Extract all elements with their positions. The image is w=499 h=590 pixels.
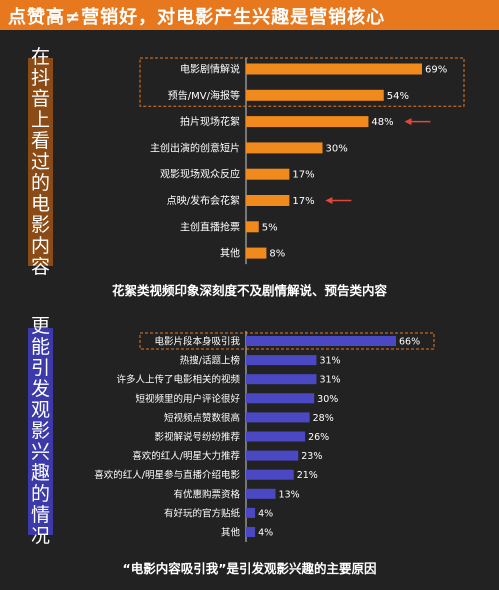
- category-label: 点映/发布会花絮: [167, 194, 240, 207]
- category-label: 喜欢的红人/明星参与直播介绍电影: [94, 469, 240, 481]
- value-label: 4%: [258, 528, 273, 539]
- section1-side-label: 在抖音上看过的电影内容: [28, 46, 53, 277]
- value-label: 28%: [313, 413, 334, 424]
- value-label: 54%: [387, 91, 409, 102]
- side-label-char: 电: [30, 192, 50, 215]
- value-label: 30%: [326, 143, 348, 154]
- value-label: 17%: [292, 170, 314, 181]
- category-label: 有好玩的官方贴纸: [164, 507, 241, 519]
- bar: [246, 507, 256, 518]
- category-label: 热搜/话题上榜: [180, 355, 240, 367]
- side-label-char: 引: [30, 357, 50, 379]
- category-label: 短视频里的用户评论很好: [135, 393, 240, 405]
- category-label: 喜欢的红人/明星大力推荐: [132, 450, 240, 462]
- category-label: 主创出演的创意短片: [150, 141, 240, 154]
- value-label: 66%: [399, 337, 420, 348]
- side-label-char: 抖: [30, 66, 50, 89]
- category-label: 其他: [221, 527, 241, 539]
- side-label-char: 情: [30, 504, 50, 526]
- side-label-char: 内: [30, 234, 50, 257]
- bar: [246, 195, 290, 206]
- category-label: 观影现场观众反应: [160, 168, 240, 181]
- category-label: 主创直播抢票: [180, 220, 240, 233]
- section2-caption: “电影内容吸引我”是引发观影兴趣的主要原因: [122, 561, 377, 576]
- category-label: 电影剧情解说: [180, 63, 240, 76]
- value-label: 48%: [371, 117, 393, 128]
- category-label: 电影片段本身吸引我: [154, 336, 240, 348]
- highlight-box: [139, 57, 465, 107]
- bar: [246, 393, 315, 404]
- category-label: 有优惠购票资格: [173, 488, 240, 500]
- side-label-char: 观: [30, 399, 50, 421]
- bar: [246, 374, 317, 385]
- side-label-char: 的: [30, 171, 50, 194]
- side-label-char: 发: [30, 378, 50, 400]
- value-label: 31%: [319, 375, 340, 386]
- value-label: 31%: [319, 356, 340, 367]
- category-label: 影视解说号纷纷推荐: [154, 431, 240, 443]
- side-label-char: 能: [30, 336, 50, 358]
- bar: [246, 116, 369, 128]
- bar: [246, 63, 422, 75]
- bar: [246, 412, 310, 423]
- header-bar: 点赞高≠营销好，对电影产生兴趣是营销核心: [0, 0, 499, 30]
- bar: [246, 355, 317, 366]
- value-label: 23%: [301, 451, 322, 462]
- arrow-head: [404, 118, 412, 126]
- side-label-char: 更: [30, 315, 50, 337]
- bar: [246, 247, 267, 259]
- value-label: 30%: [317, 394, 338, 405]
- bar: [246, 336, 396, 346]
- bar: [246, 431, 306, 442]
- value-label: 17%: [292, 196, 314, 207]
- category-label: 其他: [220, 247, 240, 260]
- category-label: 短视频点赞数很高: [164, 412, 240, 424]
- section2-side-label: 更能引发观影兴趣的情况: [28, 316, 53, 547]
- side-label-char: 影: [30, 420, 50, 442]
- side-label-char: 趣: [30, 462, 50, 484]
- page-title: 点赞高≠营销好，对电影产生兴趣是营销核心: [8, 7, 386, 28]
- highlight-box: [139, 332, 435, 350]
- side-label-char: 过: [30, 150, 50, 173]
- category-label: 预告/MV/海报等: [168, 89, 240, 102]
- bar: [246, 221, 259, 233]
- value-label: 4%: [258, 508, 273, 519]
- side-label-char: 看: [30, 129, 50, 152]
- side-label-char: 上: [30, 108, 50, 131]
- bar: [246, 488, 276, 499]
- bar: [246, 89, 384, 101]
- value-label: 69%: [425, 65, 447, 76]
- value-label: 26%: [308, 432, 329, 443]
- side-label-char: 容: [30, 255, 50, 278]
- bar: [246, 527, 256, 537]
- bar: [246, 450, 299, 461]
- category-label: 拍片现场花絮: [180, 115, 240, 128]
- side-label-char: 兴: [30, 441, 50, 463]
- category-label: 许多人上传了电影相关的视频: [116, 374, 240, 386]
- section1-caption: 花絮类视频印象深刻度不及剧情解说、预告类内容: [111, 283, 387, 298]
- bar: [246, 142, 323, 154]
- side-label-char: 影: [30, 213, 50, 236]
- side-label-char: 音: [30, 87, 50, 110]
- value-label: 13%: [279, 489, 300, 500]
- bar: [246, 168, 290, 180]
- arrow-head: [325, 197, 333, 204]
- value-label: 8%: [269, 249, 285, 260]
- side-label-char: 在: [30, 45, 50, 68]
- value-label: 21%: [297, 470, 318, 481]
- side-label-char: 的: [30, 483, 50, 505]
- bar: [246, 469, 294, 480]
- side-label-char: 况: [30, 525, 50, 547]
- value-label: 5%: [262, 222, 278, 233]
